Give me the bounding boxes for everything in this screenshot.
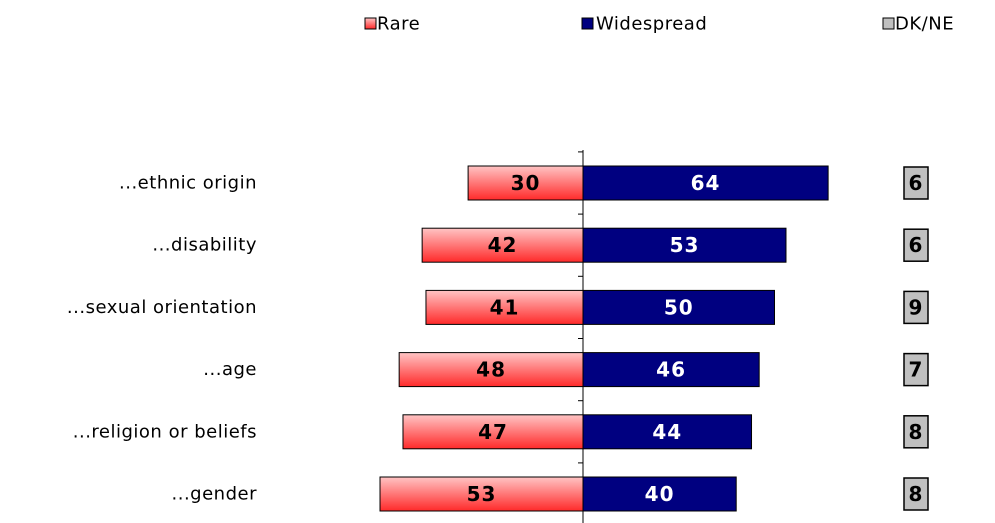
dk-box <box>903 228 929 262</box>
bar-widespread <box>582 352 760 388</box>
bar-widespread <box>582 227 787 263</box>
value-label: 8 <box>909 482 924 506</box>
bar-rare <box>421 227 584 263</box>
value-label: 9 <box>909 295 924 319</box>
dk-box <box>903 477 929 511</box>
bar-widespread <box>582 165 829 201</box>
legend-swatch <box>581 17 594 30</box>
value-label: 30 <box>511 171 541 195</box>
value-label: 50 <box>664 295 694 319</box>
dk-box <box>903 352 929 387</box>
value-label: 6 <box>909 171 924 195</box>
legend-label: DK/NE <box>895 14 954 35</box>
value-label: 8 <box>909 420 924 444</box>
value-label: 40 <box>645 482 675 506</box>
value-label: 42 <box>488 233 518 257</box>
bar-rare <box>467 165 584 201</box>
bar-rare <box>379 476 584 512</box>
value-label: 46 <box>656 358 686 382</box>
category-label: ...sexual orientation <box>67 297 257 318</box>
value-label: 48 <box>476 358 506 382</box>
bar-widespread <box>582 289 775 325</box>
dk-box <box>903 415 929 449</box>
legend-label: Widespread <box>596 14 707 35</box>
category-label: ...age <box>203 359 257 380</box>
legend-swatch <box>882 17 895 30</box>
dk-box <box>903 166 929 200</box>
category-label: ...gender <box>172 484 258 505</box>
category-label: ...disability <box>152 235 257 256</box>
legend-label: Rare <box>377 14 420 35</box>
value-label: 47 <box>478 420 508 444</box>
bar-widespread <box>582 414 753 450</box>
category-label: ...ethnic origin <box>119 173 257 194</box>
legend-swatch <box>364 17 377 30</box>
bar-rare <box>402 414 584 450</box>
bar-widespread <box>582 476 737 512</box>
value-label: 6 <box>909 233 924 257</box>
value-label: 53 <box>670 233 700 257</box>
value-label: 64 <box>691 171 721 195</box>
value-label: 41 <box>490 295 520 319</box>
value-label: 44 <box>652 420 682 444</box>
value-label: 53 <box>467 482 497 506</box>
dk-box <box>903 290 929 325</box>
value-label: 7 <box>909 358 924 382</box>
category-label: ...religion or beliefs <box>73 421 257 442</box>
